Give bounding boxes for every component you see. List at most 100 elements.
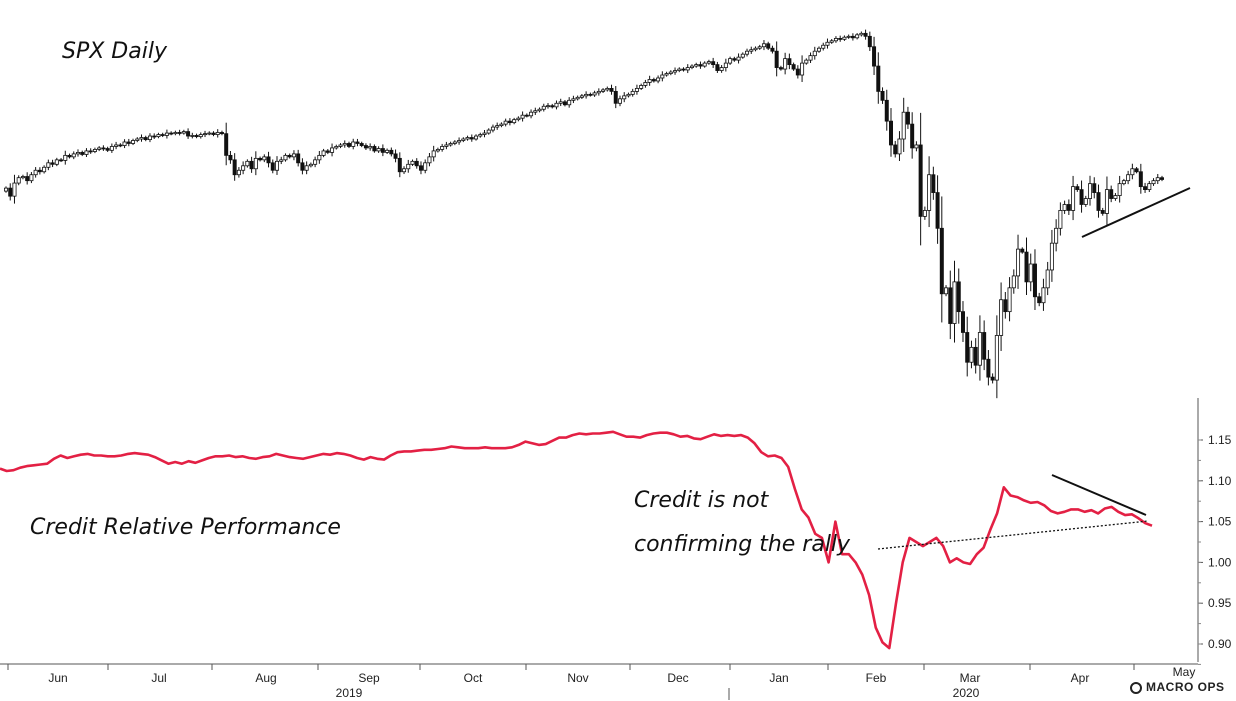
spx-candle xyxy=(1058,202,1063,236)
spx-candle xyxy=(1007,277,1012,322)
spx-candle xyxy=(393,149,398,163)
spx-candle xyxy=(363,143,368,150)
x-axis: Jun Jul Aug Sep Oct Nov Dec Jan Feb Mar Apr May 201… xyxy=(0,663,1198,700)
spx-candle xyxy=(842,35,847,41)
spx-candle xyxy=(181,129,186,135)
spx-candle xyxy=(1037,292,1042,307)
spx-candle xyxy=(651,77,656,83)
spx-candle xyxy=(910,112,915,159)
spx-candle xyxy=(376,146,381,153)
spx-candle xyxy=(389,147,394,157)
spx-candle xyxy=(1066,199,1071,215)
spx-candle xyxy=(533,107,538,115)
spx-candle xyxy=(702,61,707,68)
spx-candle xyxy=(164,129,169,139)
spx-candle xyxy=(397,152,402,178)
spx-candle xyxy=(1071,175,1076,221)
spx-candle xyxy=(385,148,390,155)
spx-candle xyxy=(135,137,140,143)
spx-price-panel: SPX Daily xyxy=(4,29,1191,399)
spx-candle xyxy=(901,97,906,152)
spx-candle xyxy=(863,29,868,40)
spx-candle xyxy=(101,145,106,151)
spx-candle xyxy=(956,268,961,324)
spx-candle xyxy=(982,320,987,371)
x-month-label: Aug xyxy=(255,671,276,685)
spx-candle xyxy=(402,166,407,175)
spx-candle xyxy=(440,143,445,152)
spx-candle xyxy=(948,270,953,340)
spx-candle xyxy=(884,89,889,131)
spx-candle xyxy=(622,92,627,103)
spx-candle xyxy=(448,141,453,147)
spx-candle xyxy=(977,315,982,381)
spx-candle xyxy=(372,144,377,153)
spx-candle xyxy=(194,133,199,139)
spx-candle xyxy=(817,46,822,53)
credit-annotation-line1: Credit is not xyxy=(634,488,770,513)
spx-candle xyxy=(4,186,9,193)
spx-candle xyxy=(380,144,385,157)
spx-candle xyxy=(808,52,813,64)
spx-candle xyxy=(42,165,47,174)
spx-candle xyxy=(584,91,589,99)
spx-candle xyxy=(927,156,932,228)
spx-candle xyxy=(262,154,267,163)
spx-candle xyxy=(1041,278,1046,311)
spx-candle xyxy=(994,315,999,399)
y-tick-label: 0.90 xyxy=(1208,637,1232,651)
spx-candle xyxy=(753,46,758,52)
macro-ops-brand-name: MACRO OPS xyxy=(1146,680,1225,694)
spx-candle xyxy=(1075,184,1080,192)
spx-candle xyxy=(1143,182,1148,193)
y-tick-label: 0.95 xyxy=(1208,596,1232,610)
spx-candle xyxy=(203,130,208,138)
spx-candle xyxy=(236,167,241,178)
spx-candle xyxy=(80,150,85,157)
spx-candle xyxy=(630,88,635,97)
spx-candle xyxy=(541,103,546,112)
spx-candle xyxy=(20,174,25,180)
spx-candle xyxy=(825,38,830,49)
x-month-label: Mar xyxy=(960,671,981,685)
spx-candle xyxy=(325,149,330,155)
spx-candle xyxy=(1100,207,1105,216)
spx-candle xyxy=(546,103,551,109)
y-tick-label: 1.15 xyxy=(1208,433,1232,447)
spx-candle xyxy=(698,61,703,69)
spx-candle xyxy=(579,93,584,100)
spx-candle xyxy=(219,130,224,136)
y-tick-label: 1.10 xyxy=(1208,474,1232,488)
credit-panel: Credit Relative Performance Credit is no… xyxy=(0,398,1232,665)
spx-candle xyxy=(75,149,80,157)
spx-candle xyxy=(664,71,669,77)
spx-candle xyxy=(249,156,254,173)
spx-candle xyxy=(368,143,373,151)
spx-candle xyxy=(736,53,741,64)
spx-candle xyxy=(939,196,944,323)
spx-candle xyxy=(63,150,68,165)
spx-candle xyxy=(359,141,364,148)
spx-candle xyxy=(1126,170,1131,185)
spx-candle xyxy=(88,148,93,154)
spx-candle xyxy=(1020,247,1025,254)
spx-candle xyxy=(300,158,305,175)
spx-candle xyxy=(224,122,229,166)
spx-candle xyxy=(880,87,885,104)
spx-candle xyxy=(465,135,470,141)
spx-candle xyxy=(452,140,457,146)
spx-candle xyxy=(478,132,483,138)
spx-candle xyxy=(1054,219,1059,252)
spx-candle xyxy=(355,138,360,147)
spx-candle xyxy=(37,167,42,175)
spx-candle xyxy=(609,84,614,95)
spx-candle xyxy=(1117,175,1122,203)
spx-candle xyxy=(190,132,195,139)
spx-candle xyxy=(745,48,750,57)
x-month-label: May xyxy=(1173,665,1196,679)
spx-candle xyxy=(156,132,161,139)
macro-ops-logo: MACRO OPS xyxy=(1130,680,1225,694)
spx-candle xyxy=(92,147,97,154)
spx-candle xyxy=(999,282,1004,351)
spx-candle xyxy=(626,92,631,98)
